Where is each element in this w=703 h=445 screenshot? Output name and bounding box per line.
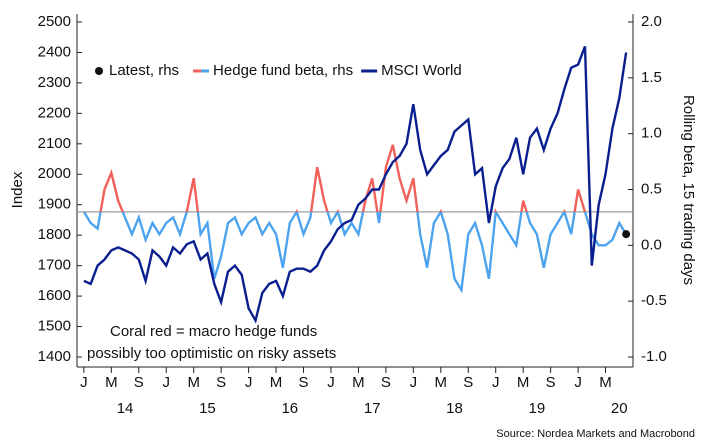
x-tick-label: J (327, 374, 335, 391)
y-tick-label: 1900 (38, 196, 71, 213)
y2-tick-label: 0.5 (641, 180, 662, 197)
latest-point (622, 230, 631, 239)
x-year-label: 18 (446, 400, 463, 417)
annotation: possibly too optimistic on risky assets (87, 345, 336, 362)
y2-tick-label: 0.0 (641, 236, 662, 253)
x-tick-label: M (435, 374, 448, 391)
legend-marker (95, 67, 103, 75)
y2-tick-label: 2.0 (641, 13, 662, 30)
source: Source: Nordea Markets and Macrobond (496, 428, 695, 440)
x-year-label: 15 (199, 400, 216, 417)
y-tick-label: 1400 (38, 348, 71, 365)
y2-tick-label: 1.0 (641, 125, 662, 142)
y-tick-label: 2500 (38, 13, 71, 30)
x-tick-label: M (599, 374, 612, 391)
x-tick-label: M (352, 374, 365, 391)
line-series-highlight (83, 144, 587, 212)
x-year-label: 20 (611, 400, 628, 417)
y-axis-label: Index (9, 171, 26, 208)
x-tick-label: M (187, 374, 200, 391)
x-year-label: 17 (364, 400, 381, 417)
x-tick-label: S (546, 374, 556, 391)
y2-axis-label: Rolling beta, 15 trading days (680, 95, 697, 285)
line-series (82, 211, 628, 294)
x-tick-label: S (299, 374, 309, 391)
annotation: Coral red = macro hedge funds (110, 323, 317, 340)
y2-tick-label: -1.0 (641, 348, 667, 365)
x-tick-label: J (574, 374, 582, 391)
y-tick-label: 2100 (38, 135, 71, 152)
x-tick-label: J (80, 374, 88, 391)
x-tick-label: M (105, 374, 118, 391)
line-series (83, 45, 628, 324)
x-year-label: 16 (281, 400, 298, 417)
y-tick-label: 1700 (38, 257, 71, 274)
y-tick-label: 1800 (38, 226, 71, 243)
legend-label: Latest, rhs (109, 62, 179, 79)
y-tick-label: 2000 (38, 165, 71, 182)
x-year-label: 14 (117, 400, 134, 417)
x-tick-label: S (381, 374, 391, 391)
y-tick-label: 1600 (38, 287, 71, 304)
x-tick-label: M (270, 374, 283, 391)
x-tick-label: J (410, 374, 418, 391)
y2-tick-label: -0.5 (641, 292, 667, 309)
y-tick-label: 2300 (38, 74, 71, 91)
y-tick-label: 2400 (38, 43, 71, 60)
x-tick-label: J (162, 374, 170, 391)
x-tick-label: J (492, 374, 500, 391)
legend-label: MSCI World (381, 62, 462, 79)
y2-tick-label: 1.5 (641, 69, 662, 86)
x-year-label: 19 (529, 400, 546, 417)
x-tick-label: S (134, 374, 144, 391)
x-tick-label: S (216, 374, 226, 391)
y-tick-label: 2200 (38, 104, 71, 121)
x-tick-label: J (245, 374, 253, 391)
y-tick-label: 1500 (38, 318, 71, 335)
x-tick-label: M (517, 374, 530, 391)
x-tick-label: S (463, 374, 473, 391)
legend-label: Hedge fund beta, rhs (213, 62, 353, 79)
